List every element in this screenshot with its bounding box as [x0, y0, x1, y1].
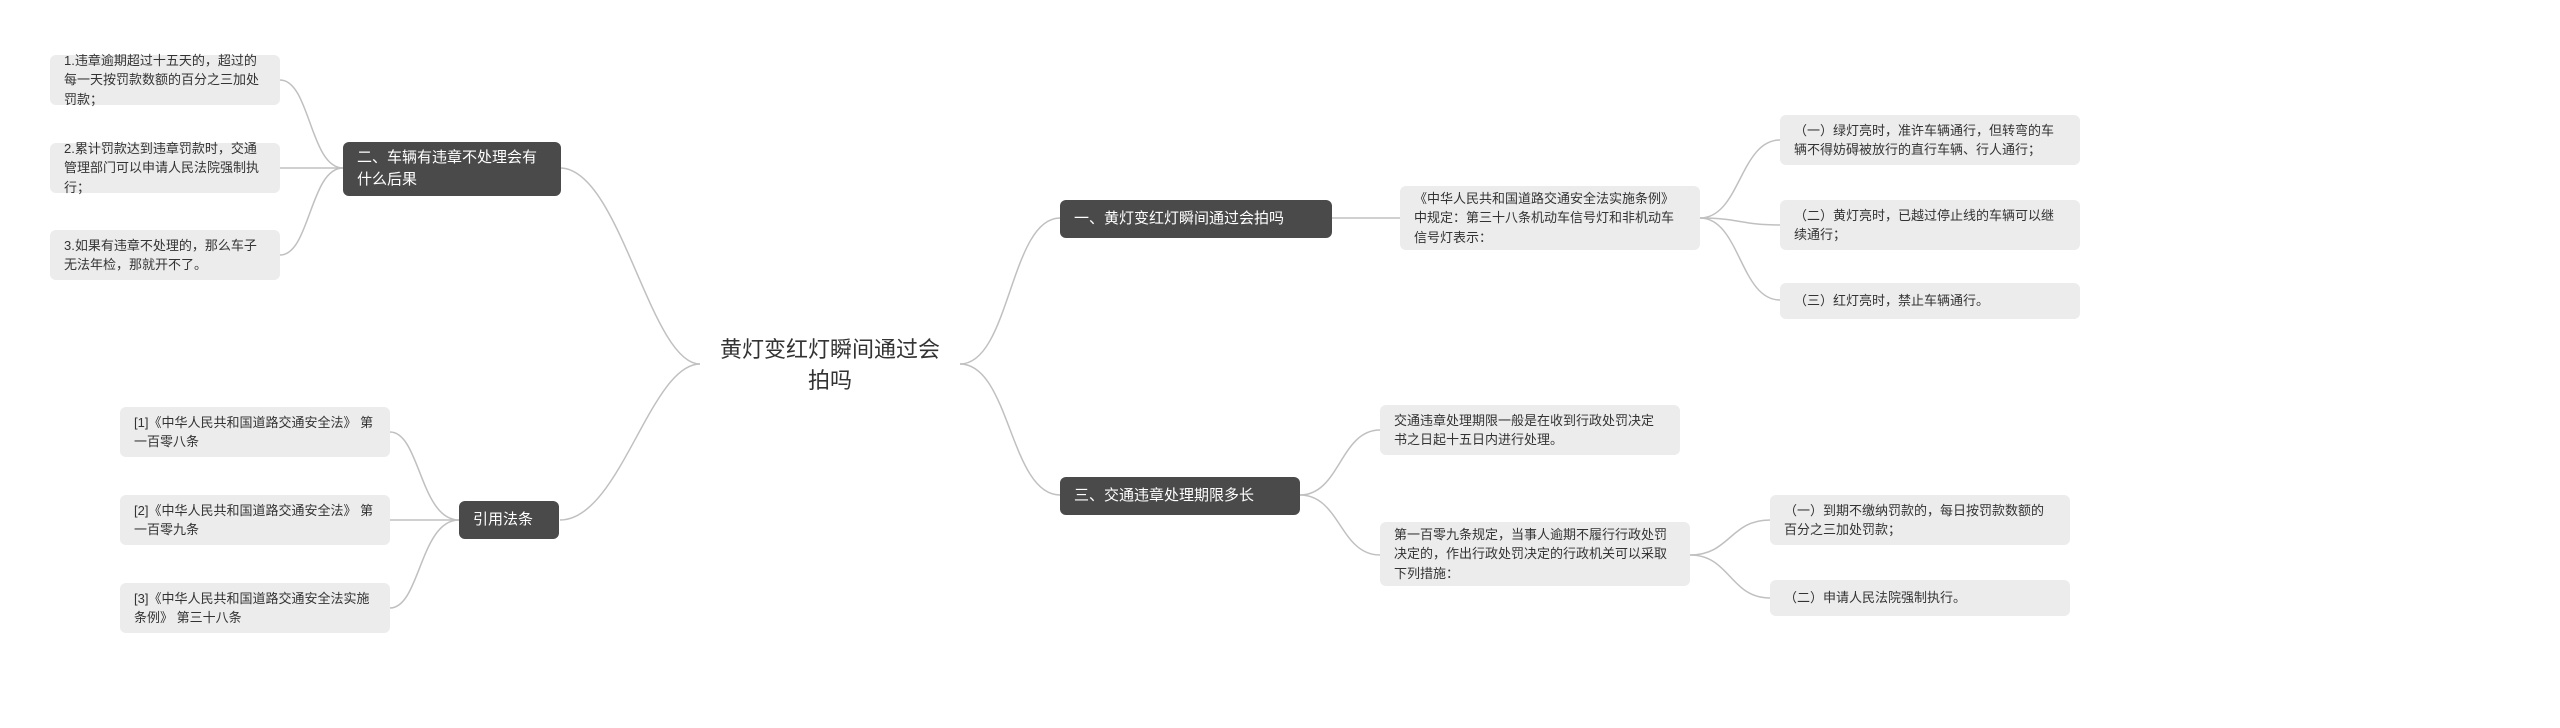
- signal-item-2: （二）黄灯亮时，已越过停止线的车辆可以继续通行；: [1780, 200, 2080, 250]
- branch-deadline: 三、交通违章处理期限多长: [1060, 477, 1300, 515]
- ref-item-1: [1]《中华人民共和国道路交通安全法》 第一百零八条: [120, 407, 390, 457]
- signal-item-1-text: （一）绿灯亮时，准许车辆通行，但转弯的车辆不得妨碍被放行的直行车辆、行人通行；: [1794, 121, 2066, 160]
- deadline-detail-2-text: 第一百零九条规定，当事人逾期不履行行政处罚决定的，作出行政处罚决定的行政机关可以…: [1394, 525, 1676, 584]
- ref-item-2-text: [2]《中华人民共和国道路交通安全法》 第一百零九条: [134, 501, 376, 540]
- branch-deadline-title: 三、交通违章处理期限多长: [1074, 485, 1254, 508]
- ref-item-3: [3]《中华人民共和国道路交通安全法实施条例》 第三十八条: [120, 583, 390, 633]
- signal-item-2-text: （二）黄灯亮时，已越过停止线的车辆可以继续通行；: [1794, 206, 2066, 245]
- deadline-measure-1: （一）到期不缴纳罚款的，每日按罚款数额的百分之三加处罚款；: [1770, 495, 2070, 545]
- signal-item-3-text: （三）红灯亮时，禁止车辆通行。: [1794, 291, 1989, 311]
- yellowlight-detail-text: 《中华人民共和国道路交通安全法实施条例》中规定：第三十八条机动车信号灯和非机动车…: [1414, 189, 1686, 248]
- consequence-item-3: 3.如果有违章不处理的，那么车子无法年检，那就开不了。: [50, 230, 280, 280]
- ref-item-3-text: [3]《中华人民共和国道路交通安全法实施条例》 第三十八条: [134, 589, 376, 628]
- consequence-item-1-text: 1.违章逾期超过十五天的，超过的每一天按罚款数额的百分之三加处罚款；: [64, 51, 266, 110]
- yellowlight-detail: 《中华人民共和国道路交通安全法实施条例》中规定：第三十八条机动车信号灯和非机动车…: [1400, 186, 1700, 250]
- branch-yellowlight-title: 一、黄灯变红灯瞬间通过会拍吗: [1074, 208, 1284, 231]
- branch-references-title: 引用法条: [473, 509, 533, 532]
- ref-item-2: [2]《中华人民共和国道路交通安全法》 第一百零九条: [120, 495, 390, 545]
- deadline-detail-2: 第一百零九条规定，当事人逾期不履行行政处罚决定的，作出行政处罚决定的行政机关可以…: [1380, 522, 1690, 586]
- branch-yellowlight: 一、黄灯变红灯瞬间通过会拍吗: [1060, 200, 1332, 238]
- deadline-detail-1-text: 交通违章处理期限一般是在收到行政处罚决定书之日起十五日内进行处理。: [1394, 411, 1666, 450]
- deadline-detail-1: 交通违章处理期限一般是在收到行政处罚决定书之日起十五日内进行处理。: [1380, 405, 1680, 455]
- consequence-item-1: 1.违章逾期超过十五天的，超过的每一天按罚款数额的百分之三加处罚款；: [50, 55, 280, 105]
- consequence-item-2-text: 2.累计罚款达到违章罚款时，交通管理部门可以申请人民法院强制执行；: [64, 139, 266, 198]
- deadline-measure-2: （二）申请人民法院强制执行。: [1770, 580, 2070, 616]
- root-text: 黄灯变红灯瞬间通过会拍吗: [714, 335, 946, 397]
- signal-item-1: （一）绿灯亮时，准许车辆通行，但转弯的车辆不得妨碍被放行的直行车辆、行人通行；: [1780, 115, 2080, 165]
- consequence-item-2: 2.累计罚款达到违章罚款时，交通管理部门可以申请人民法院强制执行；: [50, 143, 280, 193]
- branch-consequences-title: 二、车辆有违章不处理会有什么后果: [357, 147, 547, 192]
- signal-item-3: （三）红灯亮时，禁止车辆通行。: [1780, 283, 2080, 319]
- deadline-measure-1-text: （一）到期不缴纳罚款的，每日按罚款数额的百分之三加处罚款；: [1784, 501, 2056, 540]
- root-node: 黄灯变红灯瞬间通过会拍吗: [700, 336, 960, 396]
- deadline-measure-2-text: （二）申请人民法院强制执行。: [1784, 588, 1966, 608]
- branch-references: 引用法条: [459, 501, 559, 539]
- branch-consequences: 二、车辆有违章不处理会有什么后果: [343, 142, 561, 196]
- consequence-item-3-text: 3.如果有违章不处理的，那么车子无法年检，那就开不了。: [64, 236, 266, 275]
- ref-item-1-text: [1]《中华人民共和国道路交通安全法》 第一百零八条: [134, 413, 376, 452]
